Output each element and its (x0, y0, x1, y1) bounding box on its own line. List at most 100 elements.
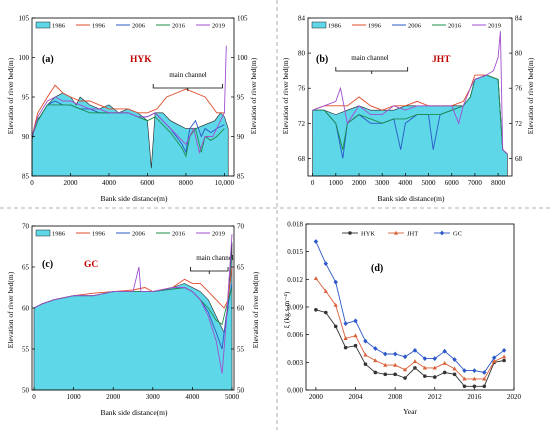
series-JHT-point (333, 302, 338, 307)
x-tick-label: 2012 (428, 393, 443, 401)
y-tick-label: 85 (22, 173, 30, 181)
x-tick-label: 3000 (375, 179, 390, 187)
x-tick-label: 8000 (179, 179, 194, 187)
legend-label-2016: 2016 (172, 23, 186, 30)
legend-marker-JHT (393, 230, 399, 235)
y-tick-label: 70 (22, 223, 30, 231)
y-tick-label: 55 (22, 346, 30, 354)
series-HYK-point (423, 374, 427, 378)
x-tick-label: 3000 (146, 393, 161, 401)
y-tick-label: 0.015 (287, 248, 303, 256)
panel-a-annotation: main channel (169, 71, 207, 79)
series-2016-line (31, 104, 225, 158)
series-GC-line (315, 241, 505, 373)
legend-label-GC: GC (453, 231, 462, 238)
series-HYK-point (383, 372, 388, 377)
series-HYK-point (333, 324, 338, 329)
y-tick-label-right: 55 (237, 346, 245, 354)
series-2019-line (33, 234, 233, 374)
y-tick-label-right: 76 (515, 85, 523, 93)
series-HYK-point (462, 384, 467, 389)
series-HYK-point (324, 310, 328, 315)
legend-label-2016: 2016 (448, 23, 462, 30)
x-tick-label: 2000 (352, 179, 367, 187)
series-GC-point (412, 347, 418, 353)
panel-b-site: JHT (432, 55, 451, 65)
panel-d-plot: 2000 2004 2008 2012 2016 2020 0.000 0.003 0.006 0… (287, 221, 521, 402)
series-JHT-point (501, 354, 507, 359)
y-tick-label: 60 (22, 305, 30, 313)
y-tick-label: 0.006 (287, 331, 303, 339)
series-1986-area (31, 92, 229, 177)
series-JHT-point (383, 362, 388, 367)
series-GC-point (323, 261, 329, 267)
series-1996-line (31, 84, 225, 137)
main-channel-bracket (335, 67, 409, 72)
y-tick-label: 100 (19, 54, 30, 62)
x-tick-label: 1000 (329, 179, 344, 187)
series-JHT-point (472, 376, 477, 381)
panel-c-site: GC (84, 260, 98, 270)
legend-label-JHT: JHT (407, 231, 418, 238)
legend-label-HYK: HYK (361, 231, 375, 238)
y-tick-label: 0.012 (287, 276, 303, 284)
panel-d-xlabel: Year (403, 407, 417, 416)
panel-c-annotation: main channel (196, 254, 234, 262)
series-GC-point (442, 348, 447, 354)
y-tick-label: 0.009 (287, 304, 303, 312)
y-tick-label: 65 (22, 264, 30, 272)
legend: 1986 1996 2006 2016 2019 (311, 21, 501, 30)
x-tick-label: 2020 (507, 393, 522, 401)
y-tick-label-right: 72 (515, 120, 523, 128)
legend-label-2006: 2006 (132, 23, 146, 30)
panel-d-label: (d) (371, 263, 383, 274)
y-tick-label-right: 95 (237, 94, 245, 102)
series-GC-point (472, 368, 477, 374)
series-GC-point (353, 318, 358, 324)
series-GC-point (402, 354, 408, 360)
panel-b-ylabel-right: Elevation of river bed(m) (526, 57, 535, 134)
series-GC-point (452, 357, 457, 362)
series-JHT-point (452, 366, 457, 371)
y-tick-label: 0.003 (287, 359, 303, 367)
x-tick-label: 0 (311, 179, 315, 187)
legend-marker-GC (439, 230, 445, 236)
series-GC-point (491, 355, 497, 361)
x-tick-label: 0 (30, 179, 34, 187)
y-tick-label-right: 50 (237, 387, 245, 395)
series-JHT-point (323, 289, 328, 293)
legend-label-2019: 2019 (488, 23, 501, 30)
legend-label-2019: 2019 (212, 231, 225, 238)
panel-b-label: (b) (316, 54, 328, 65)
legend: 1986 1996 2006 2016 2019 (35, 229, 225, 238)
legend: HYK JHT GC (342, 231, 462, 238)
x-tick-label: 5000 (422, 179, 437, 187)
legend-swatch-1986 (35, 229, 51, 237)
panel-a-xlabel: Bank side distance(m) (100, 194, 168, 203)
series-1986-area (312, 74, 508, 177)
series-GC-point (363, 338, 368, 344)
series-HYK-point (482, 384, 487, 389)
series-JHT-point (313, 276, 319, 281)
x-tick-label: 4000 (398, 179, 413, 187)
series-1996-line (312, 74, 508, 155)
series-HYK-point (413, 366, 417, 370)
x-tick-label: 0 (32, 393, 36, 401)
plot-frame (307, 17, 513, 177)
series-JHT-point (442, 360, 447, 365)
x-tick-label: 5000 (225, 393, 240, 401)
series-JHT-point (373, 358, 378, 363)
panel-c-ylabel: Elevation of river bed(m) (6, 271, 15, 348)
x-tick-label: 2000 (106, 393, 121, 401)
panel-a-site: HYK (130, 55, 152, 65)
y-tick-label-right: 70 (237, 223, 245, 231)
series-HYK-point (502, 358, 506, 363)
series-GC-point (432, 356, 437, 362)
legend-label-2006: 2006 (132, 231, 146, 238)
series-GC-point (422, 356, 428, 362)
series-HYK-point (353, 343, 358, 348)
legend-label-1996: 1996 (92, 231, 106, 238)
legend-label-1986: 1986 (328, 23, 342, 30)
